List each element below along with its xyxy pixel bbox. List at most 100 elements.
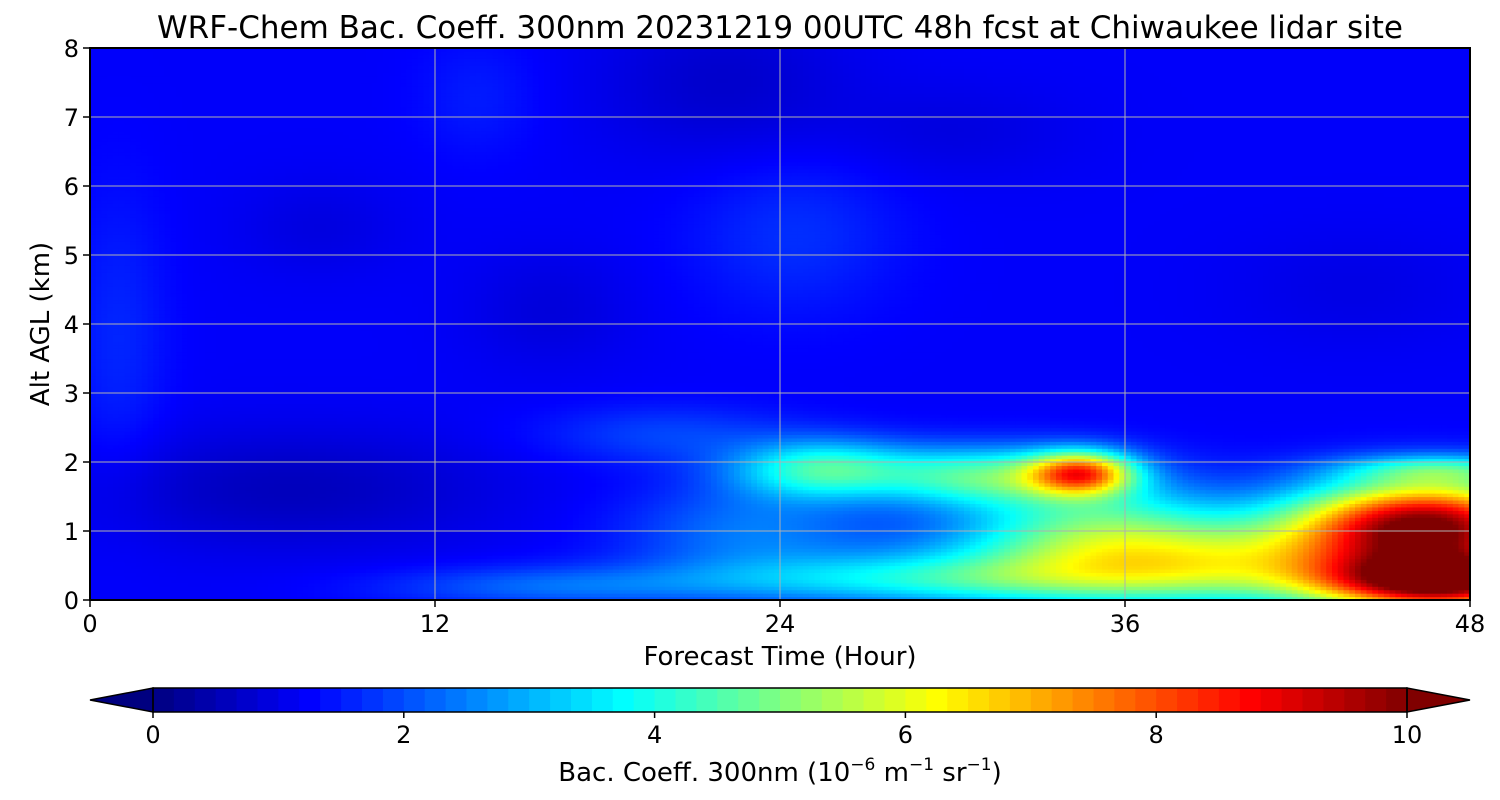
heatmap-cell xyxy=(153,152,159,156)
heatmap-cell xyxy=(165,393,171,397)
heatmap-cell xyxy=(159,134,165,138)
heatmap-cell xyxy=(159,465,165,469)
heatmap-cell xyxy=(217,265,223,269)
heatmap-cell xyxy=(148,314,154,318)
heatmap-cell xyxy=(176,124,182,128)
heatmap-cell xyxy=(136,107,142,111)
heatmap-cell xyxy=(119,110,125,114)
heatmap-cell xyxy=(96,438,102,442)
heatmap-cell xyxy=(113,286,119,290)
heatmap-cell xyxy=(188,445,194,449)
heatmap-cell xyxy=(153,96,159,100)
heatmap-cell xyxy=(153,193,159,197)
heatmap-cell xyxy=(113,424,119,428)
heatmap-cell xyxy=(159,345,165,349)
heatmap-cell xyxy=(182,158,188,162)
heatmap-cell xyxy=(107,89,113,93)
heatmap-cell xyxy=(96,579,102,583)
heatmap-cell xyxy=(188,300,194,304)
heatmap-cell xyxy=(165,76,171,80)
heatmap-cell xyxy=(228,448,234,452)
heatmap-cell xyxy=(234,507,240,511)
heatmap-cell xyxy=(205,148,211,152)
heatmap-cell xyxy=(113,227,119,231)
heatmap-cell xyxy=(102,210,108,214)
heatmap-cell xyxy=(107,138,113,142)
heatmap-cell xyxy=(159,224,165,228)
heatmap-cell xyxy=(130,145,136,149)
heatmap-cell xyxy=(257,65,263,69)
heatmap-cell xyxy=(234,141,240,145)
heatmap-cell xyxy=(153,359,159,363)
heatmap-cell xyxy=(159,417,165,421)
heatmap-cell xyxy=(228,348,234,352)
heatmap-cell xyxy=(222,352,228,356)
heatmap-cell xyxy=(263,517,269,521)
heatmap-cell xyxy=(194,583,200,587)
heatmap-cell xyxy=(136,400,142,404)
heatmap-cell xyxy=(102,503,108,507)
heatmap-cell xyxy=(96,93,102,97)
heatmap-cell xyxy=(251,131,257,135)
heatmap-cell xyxy=(136,428,142,432)
heatmap-cell xyxy=(194,593,200,597)
heatmap-cell xyxy=(245,572,251,576)
heatmap-cell xyxy=(257,176,263,180)
heatmap-cell xyxy=(102,217,108,221)
heatmap-cell xyxy=(159,362,165,366)
heatmap-cell xyxy=(136,586,142,590)
heatmap-cell xyxy=(217,65,223,69)
heatmap-cell xyxy=(217,193,223,197)
heatmap-cell xyxy=(102,234,108,238)
heatmap-cell xyxy=(96,307,102,311)
heatmap-cell xyxy=(102,58,108,62)
heatmap-cell xyxy=(228,69,234,73)
heatmap-cell xyxy=(188,107,194,111)
heatmap-cell xyxy=(119,148,125,152)
heatmap-cell xyxy=(217,176,223,180)
heatmap-cell xyxy=(176,352,182,356)
heatmap-cell xyxy=(234,165,240,169)
heatmap-cell xyxy=(171,148,177,152)
heatmap-cell xyxy=(194,258,200,262)
heatmap-cell xyxy=(176,383,182,387)
heatmap-cell xyxy=(165,269,171,273)
heatmap-cell xyxy=(136,476,142,480)
heatmap-cell xyxy=(211,428,217,432)
heatmap-cell xyxy=(171,369,177,373)
heatmap-cell xyxy=(130,341,136,345)
heatmap-cell xyxy=(96,493,102,497)
heatmap-cell xyxy=(125,141,131,145)
heatmap-cell xyxy=(165,514,171,518)
heatmap-cell xyxy=(222,331,228,335)
heatmap-cell xyxy=(176,479,182,483)
heatmap-cell xyxy=(234,86,240,90)
heatmap-cell xyxy=(182,79,188,83)
heatmap-cell xyxy=(125,414,131,418)
heatmap-cell xyxy=(240,362,246,366)
heatmap-cell xyxy=(251,193,257,197)
heatmap-cell xyxy=(113,586,119,590)
heatmap-cell xyxy=(234,103,240,107)
heatmap-cell xyxy=(165,169,171,173)
heatmap-cell xyxy=(113,355,119,359)
heatmap-cell xyxy=(142,86,148,90)
heatmap-cell xyxy=(125,314,131,318)
heatmap-cell xyxy=(119,152,125,156)
heatmap-cell xyxy=(130,138,136,142)
heatmap-cell xyxy=(176,583,182,587)
heatmap-cell xyxy=(257,428,263,432)
heatmap-cell xyxy=(228,148,234,152)
heatmap-cell xyxy=(148,445,154,449)
heatmap-cell xyxy=(222,162,228,166)
heatmap-cell xyxy=(142,372,148,376)
heatmap-cell xyxy=(142,314,148,318)
heatmap-cell xyxy=(119,479,125,483)
heatmap-cell xyxy=(165,186,171,190)
heatmap-cell xyxy=(107,465,113,469)
heatmap-cell xyxy=(148,227,154,231)
heatmap-cell xyxy=(113,517,119,521)
heatmap-cell xyxy=(119,521,125,525)
heatmap-cell xyxy=(148,124,154,128)
heatmap-cell xyxy=(165,555,171,559)
